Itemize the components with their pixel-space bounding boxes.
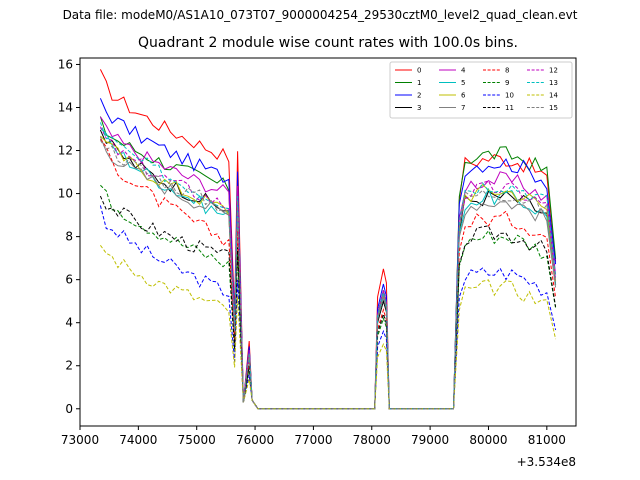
plot-frame: [79, 57, 577, 427]
legend-label-0: 0: [417, 67, 421, 75]
legend-label-3: 3: [417, 104, 421, 112]
series-line-10: [99, 205, 557, 410]
legend-box: [389, 61, 573, 119]
y-tick-label: 6: [65, 273, 73, 287]
series-line-0: [99, 69, 557, 410]
y-tick-label: 16: [58, 57, 73, 71]
legend-label-1: 1: [417, 79, 421, 87]
series-line-3: [99, 129, 557, 410]
x-tick-label: 76000: [236, 433, 274, 447]
y-tick-label: 2: [65, 359, 73, 373]
legend-label-5: 5: [461, 79, 465, 87]
y-tick-label: 14: [58, 100, 73, 114]
legend-label-4: 4: [461, 67, 466, 75]
x-tick-label: 74000: [119, 433, 157, 447]
data-file-header: Data file: modeM0/AS1A10_073T07_90000042…: [62, 8, 578, 22]
legend-label-10: 10: [505, 92, 514, 100]
series-layer: [99, 69, 557, 410]
legend-label-2: 2: [417, 92, 421, 100]
series-line-8: [99, 138, 557, 410]
legend-label-12: 12: [549, 67, 558, 75]
legend-label-13: 13: [549, 79, 558, 87]
legend-label-8: 8: [505, 67, 509, 75]
legend-label-11: 11: [505, 104, 514, 112]
y-tick-label: 10: [58, 187, 73, 201]
x-tick-label: 77000: [294, 433, 332, 447]
axes-layer: 73000 74000 75000 76000 77000 78000 79000 80000…: [58, 57, 566, 447]
legend-label-7: 7: [461, 104, 465, 112]
legend-label-14: 14: [549, 92, 558, 100]
series-line-15: [99, 139, 557, 410]
series-line-13: [99, 122, 557, 410]
x-tick-label: 80000: [469, 433, 507, 447]
series-line-9: [100, 184, 557, 410]
x-tick-label: 75000: [178, 433, 216, 447]
series-line-7: [99, 136, 557, 410]
y-tick-label: 12: [58, 144, 73, 158]
series-line-12: [99, 126, 557, 410]
series-line-14: [99, 245, 557, 410]
series-line-11: [99, 195, 557, 410]
legend-label-15: 15: [549, 104, 558, 112]
y-tick-label: 8: [65, 230, 73, 244]
x-tick-label: 81000: [528, 433, 566, 447]
legend-label-6: 6: [461, 92, 466, 100]
y-tick-label: 0: [65, 402, 73, 416]
x-tick-label: 78000: [353, 433, 391, 447]
x-offset-label: +3.534e8: [517, 455, 576, 469]
chart-title: Quadrant 2 module wise count rates with …: [138, 35, 518, 51]
y-tick-label: 4: [65, 316, 73, 330]
series-line-5: [100, 128, 557, 410]
x-tick-label: 73000: [61, 433, 99, 447]
x-tick-label: 79000: [411, 433, 449, 447]
series-line-2: [99, 98, 557, 410]
legend-label-9: 9: [505, 79, 509, 87]
series-line-6: [100, 135, 557, 410]
